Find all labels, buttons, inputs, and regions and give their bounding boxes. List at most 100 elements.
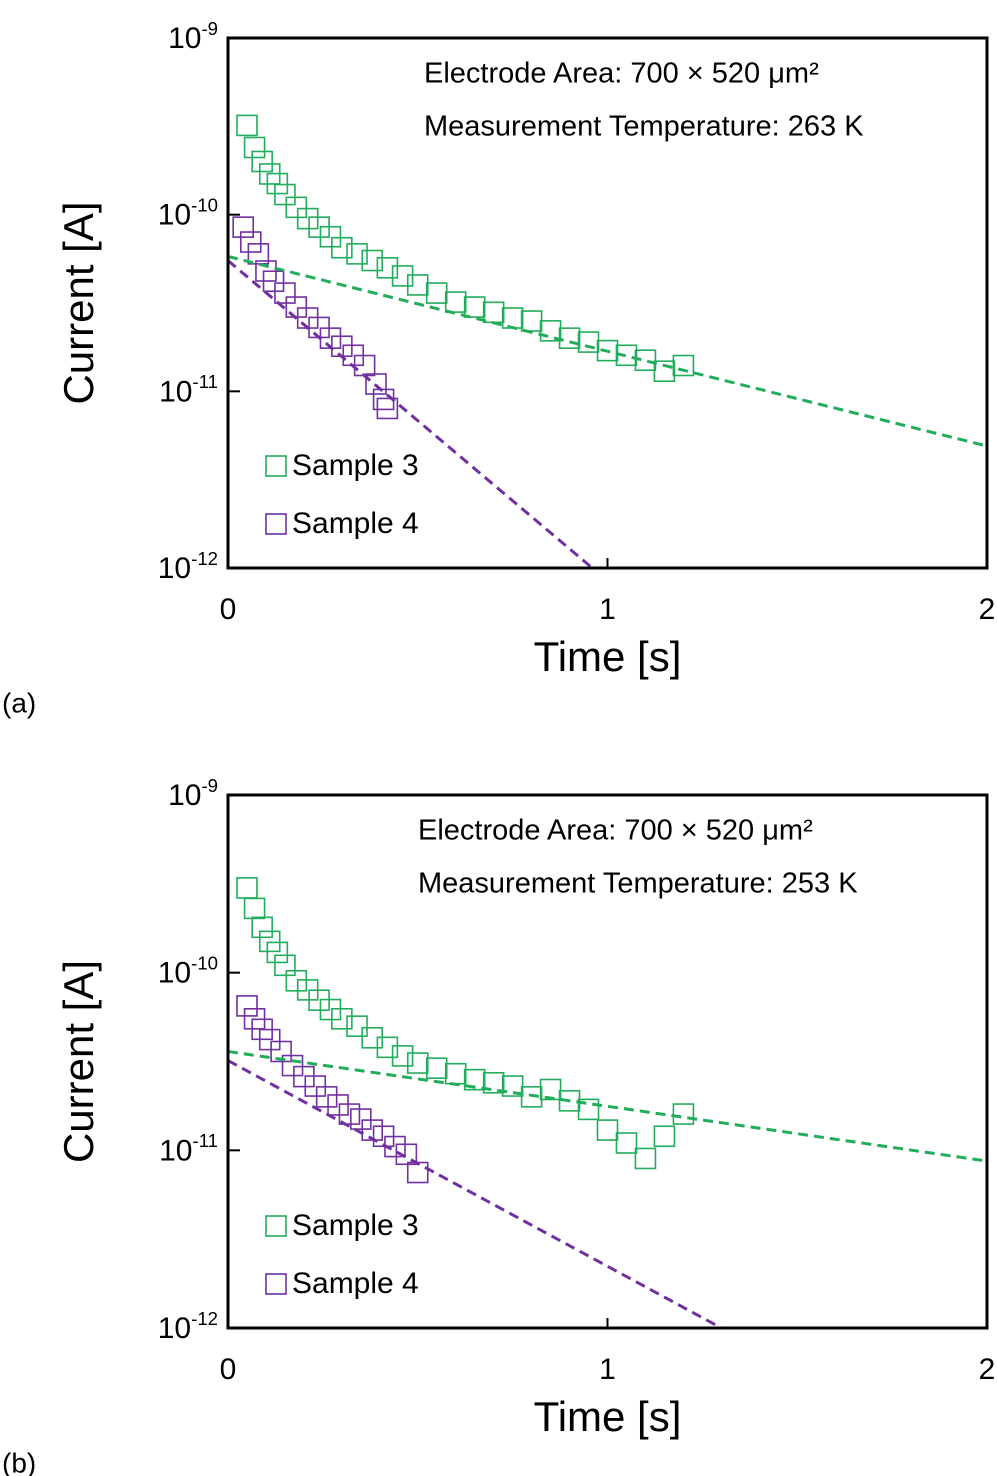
data-point bbox=[262, 270, 285, 293]
data-point bbox=[539, 320, 562, 342]
y-tick-label: 10-11 bbox=[159, 1130, 218, 1167]
data-point bbox=[315, 1086, 338, 1108]
x-tick-label: 2 bbox=[979, 1353, 996, 1386]
legend-marker bbox=[265, 1273, 287, 1295]
data-point bbox=[653, 1125, 676, 1148]
data-point bbox=[391, 1045, 414, 1067]
x-tick-label: 2 bbox=[979, 593, 996, 626]
fit-line bbox=[228, 1059, 723, 1328]
data-point bbox=[376, 397, 399, 420]
data-point bbox=[391, 265, 414, 287]
data-point bbox=[463, 1068, 486, 1091]
legend-marker bbox=[265, 513, 287, 535]
data-point bbox=[266, 172, 289, 195]
data-point bbox=[395, 1143, 418, 1166]
data-point bbox=[558, 327, 581, 349]
data-point bbox=[285, 969, 308, 992]
data-point bbox=[236, 995, 258, 1017]
data-point bbox=[346, 243, 368, 265]
legend-label: Sample 3 bbox=[292, 1209, 419, 1242]
data-point bbox=[331, 1007, 353, 1030]
data-point bbox=[239, 231, 262, 253]
x-tick-label: 1 bbox=[599, 1353, 616, 1386]
legend-label: Sample 4 bbox=[292, 1267, 419, 1300]
data-point bbox=[672, 354, 695, 377]
y-axis-title: Current [A] bbox=[55, 201, 102, 404]
y-tick-label: 10-12 bbox=[158, 1308, 218, 1345]
plot-frame bbox=[226, 36, 989, 570]
x-axis-title: Time [s] bbox=[534, 1393, 682, 1440]
y-tick-label: 10-9 bbox=[168, 775, 218, 812]
y-tick-label: 10-12 bbox=[158, 548, 218, 585]
y-tick-label: 10-9 bbox=[168, 18, 218, 55]
data-point bbox=[634, 1147, 657, 1170]
data-point bbox=[236, 114, 258, 137]
annotation: Electrode Area: 700 × 520 μm² bbox=[418, 815, 813, 847]
data-point bbox=[274, 954, 296, 977]
x-tick-label: 1 bbox=[599, 593, 616, 626]
data-point bbox=[520, 1086, 543, 1108]
data-point bbox=[361, 249, 384, 272]
data-point bbox=[251, 150, 273, 173]
data-point bbox=[331, 335, 353, 358]
data-point bbox=[463, 296, 486, 318]
data-point bbox=[285, 196, 308, 219]
data-point bbox=[350, 1108, 372, 1130]
legend-marker bbox=[265, 1215, 287, 1237]
data-point bbox=[281, 1054, 304, 1077]
data-point bbox=[539, 1078, 562, 1101]
data-point bbox=[634, 349, 657, 372]
data-point bbox=[376, 257, 399, 279]
data-point bbox=[274, 183, 296, 206]
data-point bbox=[327, 1094, 349, 1116]
data-point bbox=[482, 1071, 505, 1094]
data-point bbox=[270, 1040, 292, 1063]
data-point bbox=[346, 1015, 368, 1037]
data-point bbox=[376, 1036, 399, 1059]
data-point bbox=[266, 941, 289, 964]
data-point bbox=[406, 1161, 429, 1184]
annotation: Measurement Temperature: 263 K bbox=[424, 111, 864, 143]
legend-label: Sample 4 bbox=[292, 507, 419, 540]
legend-label: Sample 3 bbox=[292, 449, 419, 482]
data-point bbox=[425, 1057, 448, 1079]
data-point bbox=[596, 1119, 619, 1141]
data-point bbox=[296, 207, 319, 230]
data-point bbox=[319, 225, 342, 248]
plot-frame bbox=[226, 793, 989, 1330]
data-point bbox=[444, 291, 467, 313]
data-point bbox=[331, 236, 353, 259]
legend-marker bbox=[265, 455, 287, 477]
data-point bbox=[501, 307, 524, 329]
data-point bbox=[251, 916, 273, 939]
data-point bbox=[365, 373, 387, 395]
panel-label: (a) bbox=[2, 687, 36, 718]
fit-line bbox=[228, 1050, 987, 1163]
y-tick-label: 10-11 bbox=[159, 371, 218, 408]
panel-label: (b) bbox=[2, 1447, 36, 1476]
data-point bbox=[653, 360, 676, 383]
data-point bbox=[243, 136, 266, 159]
data-point bbox=[615, 1132, 638, 1154]
annotation: Measurement Temperature: 253 K bbox=[418, 868, 858, 900]
data-point bbox=[232, 216, 254, 238]
data-point bbox=[247, 243, 270, 265]
x-tick-label: 0 bbox=[220, 1353, 237, 1386]
annotation: Electrode Area: 700 × 520 μm² bbox=[424, 58, 819, 90]
data-point bbox=[258, 930, 281, 953]
fit-line bbox=[228, 255, 987, 448]
data-point bbox=[672, 1103, 695, 1125]
y-axis-title: Current [A] bbox=[55, 960, 102, 1163]
x-axis-title: Time [s] bbox=[534, 633, 682, 680]
data-point bbox=[406, 274, 429, 296]
data-point bbox=[406, 1052, 429, 1074]
data-point bbox=[520, 310, 543, 332]
data-point bbox=[482, 301, 505, 324]
data-point bbox=[444, 1062, 467, 1085]
data-point bbox=[236, 877, 258, 899]
data-point bbox=[243, 897, 266, 920]
x-tick-label: 0 bbox=[220, 593, 237, 626]
data-point bbox=[615, 344, 638, 367]
